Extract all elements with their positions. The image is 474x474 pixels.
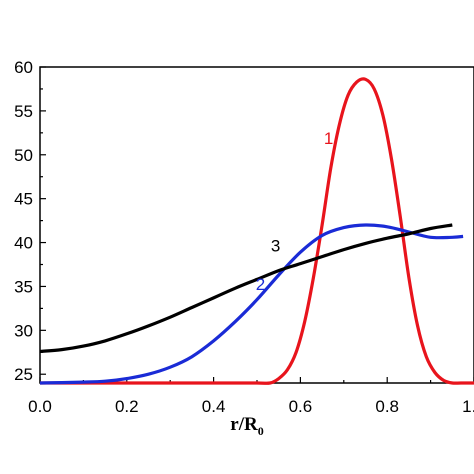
x-tick-label: 0.8 xyxy=(375,397,399,416)
x-tick-label: 0.0 xyxy=(28,397,52,416)
y-tick-label: 50 xyxy=(14,146,33,165)
curve-labels: 1 2 3 xyxy=(256,129,334,294)
curve-label-1: 1 xyxy=(324,129,333,148)
x-tick-label: 1.0 xyxy=(462,397,474,416)
series-2-line xyxy=(39,223,464,385)
curve-label-2: 2 xyxy=(256,275,265,294)
y-tick-label: 40 xyxy=(14,234,33,253)
plot-area xyxy=(39,66,474,384)
y-tick-label: 60 xyxy=(14,58,33,77)
x-tick-label: 0.6 xyxy=(289,397,313,416)
series-1-line xyxy=(40,77,474,385)
plot-frame xyxy=(39,66,474,384)
y-tick-label: 55 xyxy=(14,102,33,121)
curve-label-3: 3 xyxy=(271,236,280,255)
data-series xyxy=(39,77,474,385)
x-axis-title-main: r/R xyxy=(230,414,258,435)
x-axis-title-subscript: 0 xyxy=(258,424,264,438)
x-axis-title: r/R0 xyxy=(230,414,263,438)
axis-ticks: 0.0 0.2 0.4 0.6 0.8 1.0 25 30 35 40 45 50 55 60 xyxy=(14,58,474,416)
series-3-line xyxy=(39,223,453,353)
y-tick-label: 25 xyxy=(14,365,33,384)
y-tick-label: 35 xyxy=(14,277,33,296)
y-tick-label: 45 xyxy=(14,190,33,209)
x-tick-label: 0.4 xyxy=(202,397,226,416)
y-tick-label: 30 xyxy=(14,321,33,340)
x-tick-label: 0.2 xyxy=(115,397,139,416)
